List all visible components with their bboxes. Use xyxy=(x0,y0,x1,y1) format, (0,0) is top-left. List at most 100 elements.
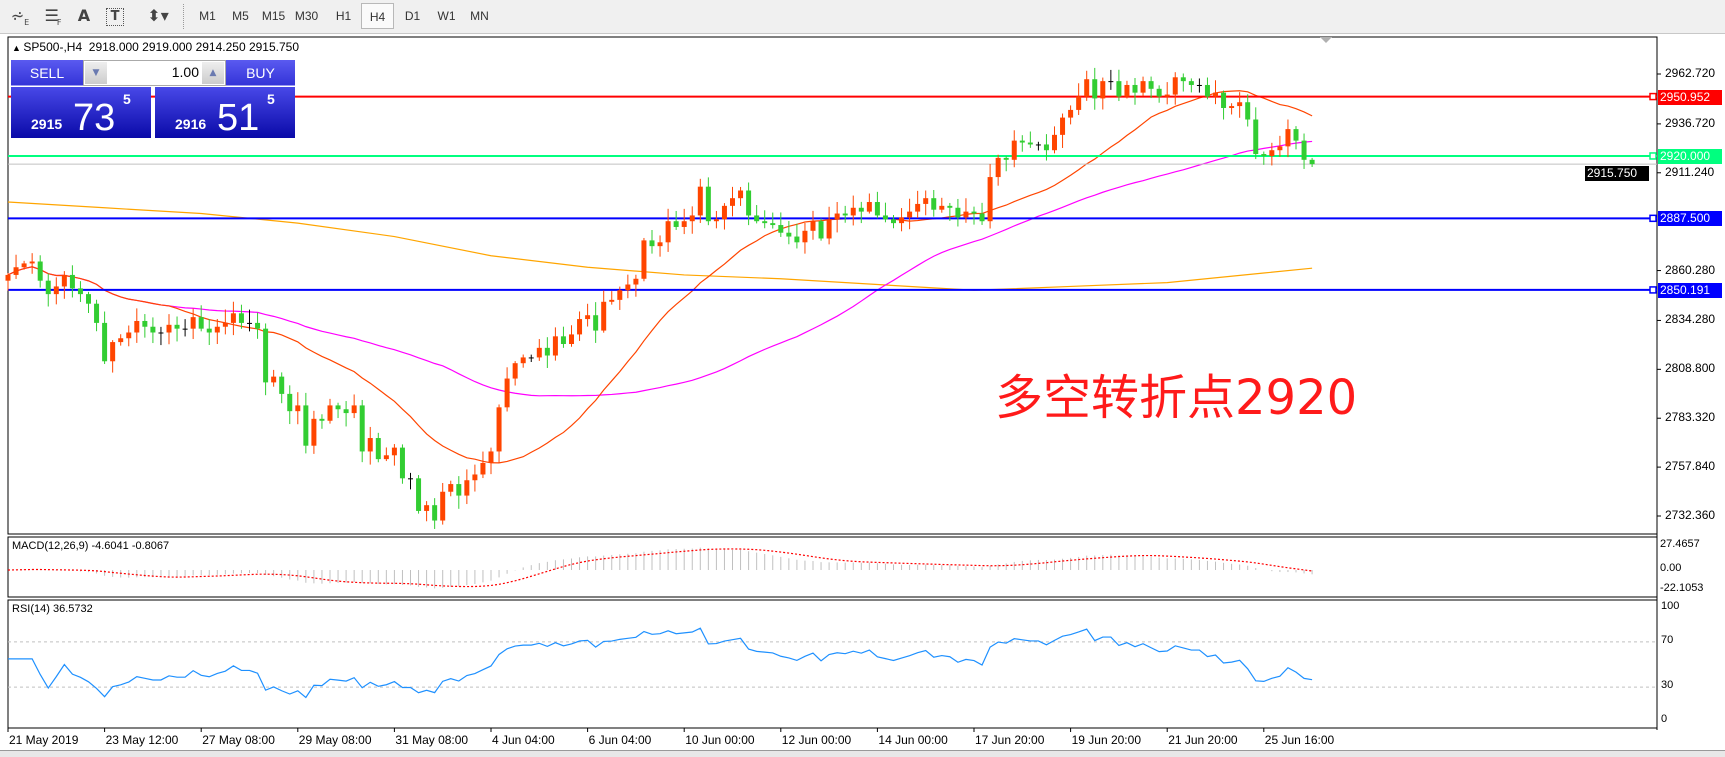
period-w1[interactable]: W1 xyxy=(437,9,456,23)
candle-body xyxy=(786,232,792,237)
candle-body xyxy=(850,207,856,216)
time-axis-label: 27 May 08:00 xyxy=(202,733,275,747)
candle-body xyxy=(287,393,293,412)
period-h1[interactable]: H1 xyxy=(335,9,352,23)
candle-body xyxy=(1253,119,1259,155)
time-axis-label: 21 May 2019 xyxy=(9,733,79,747)
candle-body xyxy=(456,484,462,496)
candle-body xyxy=(746,190,752,216)
line-handle-icon[interactable] xyxy=(1649,152,1657,160)
symbol-timeframe: SP500-,H4 xyxy=(23,40,83,54)
annotation-text[interactable]: 多空转折点2920 xyxy=(995,370,1358,426)
macd-signal-line xyxy=(7,548,1313,588)
candle-body xyxy=(150,326,156,333)
candle-body xyxy=(1003,157,1009,160)
price-tick-label: 2834.280 xyxy=(1665,312,1716,327)
time-axis-label: 17 Jun 20:00 xyxy=(975,733,1045,747)
line-handle-icon[interactable] xyxy=(1649,286,1657,294)
candle-body xyxy=(778,225,784,233)
candle-body xyxy=(730,198,735,206)
candle-body xyxy=(1293,129,1299,141)
text-icon[interactable]: A xyxy=(77,6,91,25)
candle-body xyxy=(520,357,526,364)
fibonacci-lines-icon[interactable]: ☰F xyxy=(44,6,62,28)
period-h4[interactable]: H4 xyxy=(361,3,394,29)
candle-body xyxy=(351,405,357,414)
fibonacci-fan-icon[interactable]: ⩫E xyxy=(10,6,30,28)
candle-body xyxy=(271,376,277,383)
candle-body xyxy=(375,438,381,460)
collapse-triangle-icon[interactable]: ▲ xyxy=(12,43,24,53)
rsi-line xyxy=(8,627,1313,699)
candle-body xyxy=(609,299,615,302)
period-mn[interactable]: MN xyxy=(470,9,489,23)
one-click-trading-panel: SELL ▼ 1.00 ▲ BUY 2915 73 5 2916 51 5 xyxy=(11,60,295,139)
candle-body xyxy=(110,342,116,362)
candle-body xyxy=(1188,81,1194,85)
period-m30[interactable]: M30 xyxy=(294,9,319,23)
arrows-dropdown-icon[interactable]: ⬍▾ xyxy=(147,6,169,25)
macd-label: MACD(12,26,9) -4.6041 -0.8067 xyxy=(12,540,170,552)
candle-body xyxy=(762,221,768,224)
candle-body xyxy=(166,324,172,333)
time-axis-label: 31 May 08:00 xyxy=(395,733,469,747)
lot-value[interactable]: 1.00 xyxy=(171,64,199,80)
macd-scale-label: 27.4657 xyxy=(1660,538,1700,550)
candle-body xyxy=(311,418,317,446)
lot-size-field[interactable]: ▼ 1.00 ▲ xyxy=(83,60,226,86)
chart-background xyxy=(0,34,1725,750)
candle-body xyxy=(1043,144,1049,151)
candle-body xyxy=(915,203,921,212)
line-handle-icon[interactable] xyxy=(1649,214,1657,223)
candle-body xyxy=(102,322,108,362)
candle-body xyxy=(673,221,679,227)
candle-body xyxy=(5,274,11,281)
candle-body xyxy=(1172,77,1178,95)
candle-body xyxy=(303,405,309,446)
candle-body xyxy=(448,484,454,492)
candle-body xyxy=(1108,81,1114,83)
candle-body xyxy=(552,336,558,356)
chart-shift-marker-icon[interactable] xyxy=(1320,37,1332,43)
candle-body xyxy=(214,326,220,333)
sell-price[interactable]: 2915 73 5 xyxy=(11,87,151,139)
buy-button[interactable]: BUY xyxy=(226,60,295,86)
candle-body xyxy=(721,205,727,220)
price-line-tag: 2920.000 xyxy=(1658,148,1722,164)
candle-body xyxy=(263,328,269,383)
candle-body xyxy=(472,474,478,481)
candle-body xyxy=(496,407,502,452)
candle-body xyxy=(1084,79,1090,97)
candle-body xyxy=(1060,117,1066,135)
period-m15[interactable]: M15 xyxy=(261,9,286,23)
candle-body xyxy=(1261,154,1267,156)
candle-body xyxy=(802,230,808,243)
time-axis-label: 14 Jun 00:00 xyxy=(878,733,948,747)
candle-body xyxy=(705,186,711,222)
candle-body xyxy=(1068,109,1074,118)
text-label-icon[interactable]: T xyxy=(106,8,124,26)
candle-body xyxy=(1301,140,1307,160)
line-handle-icon[interactable] xyxy=(1649,92,1657,101)
candle-body xyxy=(697,186,703,216)
candle-body xyxy=(1245,102,1251,120)
candle-body xyxy=(625,284,631,291)
candle-body xyxy=(1092,79,1098,99)
candle-body xyxy=(585,315,591,320)
candle-body xyxy=(891,219,896,224)
period-m5[interactable]: M5 xyxy=(232,9,249,23)
candle-body xyxy=(577,319,583,335)
period-d1[interactable]: D1 xyxy=(404,9,421,23)
sell-button[interactable]: SELL xyxy=(11,60,83,86)
buy-price[interactable]: 2916 51 5 xyxy=(155,87,295,139)
candle-body xyxy=(206,328,212,333)
candle-body xyxy=(182,328,188,330)
period-m1[interactable]: M1 xyxy=(199,9,216,23)
candle-body xyxy=(488,451,494,463)
candle-body xyxy=(391,447,397,456)
candle-body xyxy=(77,288,83,295)
lot-decrease-icon[interactable]: ▼ xyxy=(85,62,107,84)
lot-increase-icon[interactable]: ▲ xyxy=(202,62,224,84)
candle-body xyxy=(689,215,695,222)
